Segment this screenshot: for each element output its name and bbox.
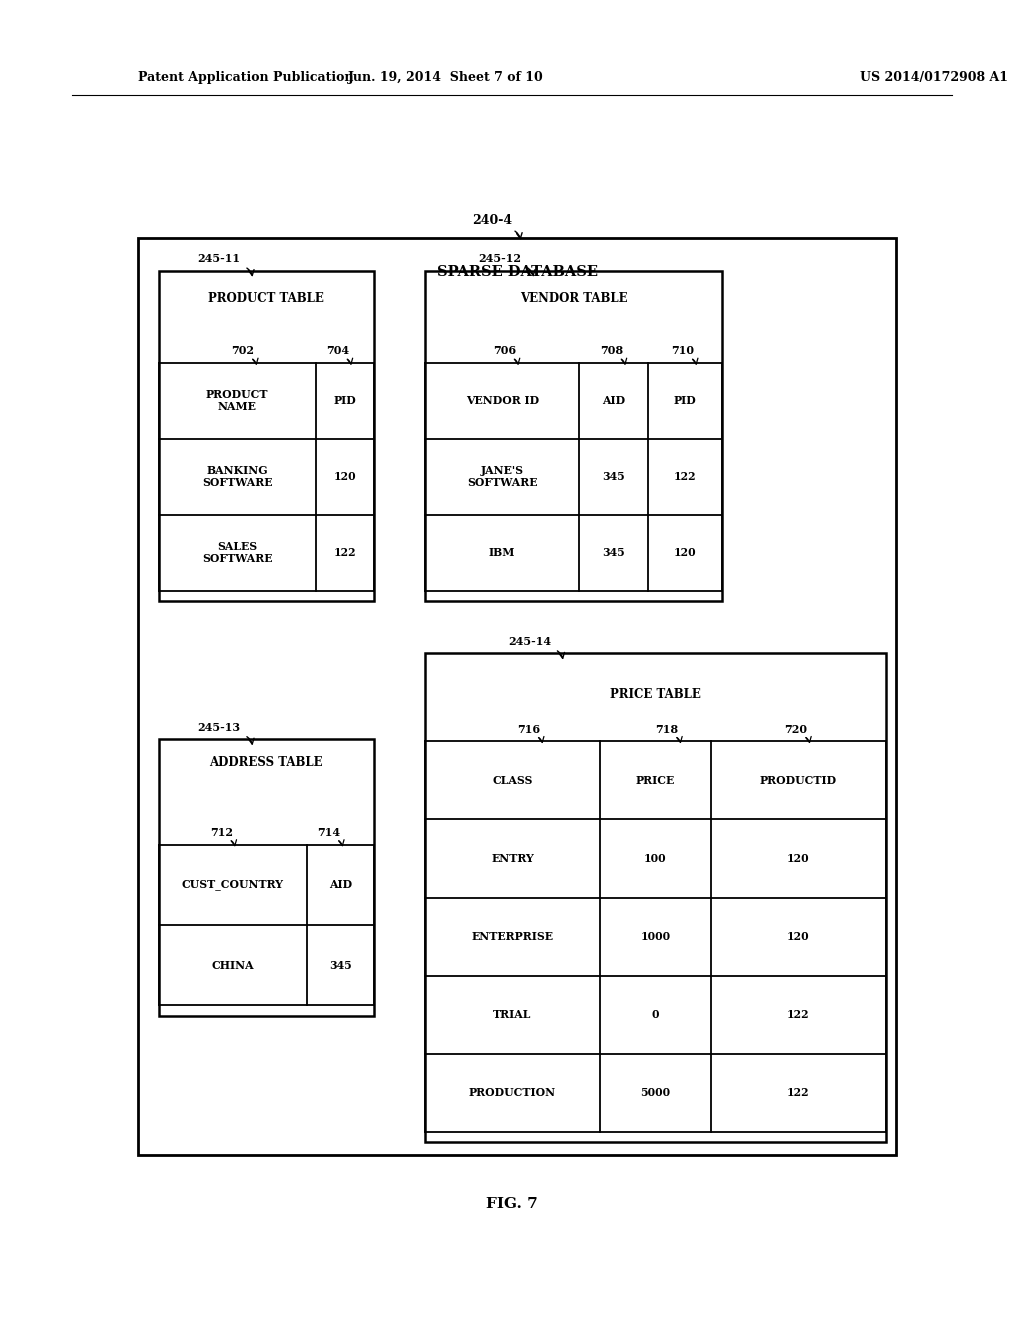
Text: US 2014/0172908 A1: US 2014/0172908 A1 xyxy=(860,71,1009,83)
Text: CHINA: CHINA xyxy=(212,960,254,970)
Text: AID: AID xyxy=(602,396,625,407)
Text: ENTRY: ENTRY xyxy=(492,853,534,865)
Text: 704: 704 xyxy=(326,346,349,356)
Text: Jun. 19, 2014  Sheet 7 of 10: Jun. 19, 2014 Sheet 7 of 10 xyxy=(347,71,544,83)
Text: 122: 122 xyxy=(334,548,356,558)
Text: SPARSE DATABASE: SPARSE DATABASE xyxy=(436,265,598,280)
Text: 706: 706 xyxy=(493,346,516,356)
Text: 240-4: 240-4 xyxy=(472,214,512,227)
Text: PRICE TABLE: PRICE TABLE xyxy=(610,689,700,701)
Text: PRODUCTID: PRODUCTID xyxy=(760,775,837,785)
Text: 100: 100 xyxy=(644,853,667,865)
Text: 122: 122 xyxy=(786,1088,810,1098)
Text: AID: AID xyxy=(329,879,352,890)
Text: 245-12: 245-12 xyxy=(478,253,521,264)
Text: 718: 718 xyxy=(655,723,679,735)
Text: PRICE: PRICE xyxy=(636,775,675,785)
Bar xyxy=(425,653,886,1142)
Text: PRODUCT TABLE: PRODUCT TABLE xyxy=(208,292,325,305)
Bar xyxy=(159,271,374,601)
Text: PID: PID xyxy=(674,396,696,407)
Text: 122: 122 xyxy=(674,471,696,482)
Text: 712: 712 xyxy=(210,826,232,838)
Bar xyxy=(425,271,722,601)
Text: 120: 120 xyxy=(786,931,810,942)
Text: PRODUCT
NAME: PRODUCT NAME xyxy=(206,389,268,412)
Text: 345: 345 xyxy=(602,471,625,482)
Text: JANE'S
SOFTWARE: JANE'S SOFTWARE xyxy=(467,466,538,488)
Text: 345: 345 xyxy=(602,548,625,558)
Text: SALES
SOFTWARE: SALES SOFTWARE xyxy=(202,541,272,564)
Bar xyxy=(159,739,374,1016)
Text: 714: 714 xyxy=(317,826,340,838)
Text: CUST_COUNTRY: CUST_COUNTRY xyxy=(182,879,284,890)
Text: 345: 345 xyxy=(329,960,352,970)
Text: VENDOR TABLE: VENDOR TABLE xyxy=(519,292,628,305)
Text: 5000: 5000 xyxy=(640,1088,671,1098)
Text: FIG. 7: FIG. 7 xyxy=(486,1197,538,1210)
Text: IBM: IBM xyxy=(489,548,515,558)
Text: 0: 0 xyxy=(651,1010,659,1020)
Text: 1000: 1000 xyxy=(640,931,671,942)
Text: PRODUCTION: PRODUCTION xyxy=(469,1088,556,1098)
Text: 245-13: 245-13 xyxy=(198,722,241,733)
Text: CLASS: CLASS xyxy=(493,775,532,785)
Text: 710: 710 xyxy=(671,346,694,356)
Text: 120: 120 xyxy=(674,548,696,558)
Text: PID: PID xyxy=(334,396,356,407)
Text: 120: 120 xyxy=(334,471,356,482)
Text: 245-14: 245-14 xyxy=(508,636,551,647)
Text: BANKING
SOFTWARE: BANKING SOFTWARE xyxy=(202,466,272,488)
Bar xyxy=(138,238,896,1155)
Text: 120: 120 xyxy=(786,853,810,865)
Text: ENTERPRISE: ENTERPRISE xyxy=(471,931,554,942)
Text: Patent Application Publication: Patent Application Publication xyxy=(138,71,353,83)
Text: ADDRESS TABLE: ADDRESS TABLE xyxy=(210,756,323,770)
Text: 720: 720 xyxy=(784,723,807,735)
Text: 708: 708 xyxy=(600,346,623,356)
Text: TRIAL: TRIAL xyxy=(494,1010,531,1020)
Text: 702: 702 xyxy=(231,346,254,356)
Text: 122: 122 xyxy=(786,1010,810,1020)
Text: VENDOR ID: VENDOR ID xyxy=(466,396,539,407)
Text: 245-11: 245-11 xyxy=(198,253,241,264)
Text: 716: 716 xyxy=(517,723,541,735)
